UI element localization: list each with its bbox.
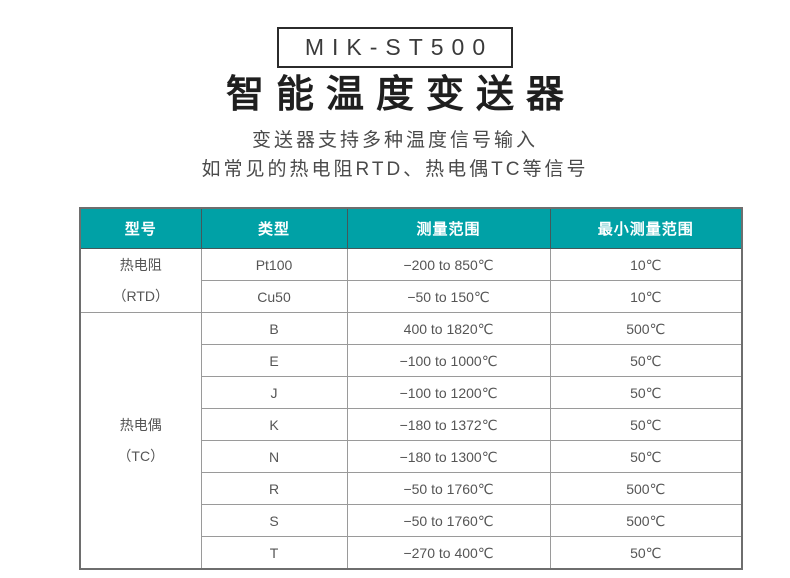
cell-type: J [200, 376, 348, 409]
column-header-model: 型号 [79, 207, 202, 249]
cell-min-range: 50℃ [549, 536, 743, 570]
page-title: 智能温度变送器 [225, 74, 576, 116]
cell-sensor-group-rtd: 热电阻 （RTD） [79, 248, 202, 313]
cell-type: N [200, 440, 348, 473]
cell-range: −180 to 1300℃ [346, 440, 551, 473]
spec-table-header: 型号 类型 测量范围 最小测量范围 [79, 207, 743, 249]
cell-min-range: 500℃ [549, 504, 743, 537]
cell-min-range: 10℃ [549, 248, 743, 281]
cell-range: 400 to 1820℃ [346, 312, 551, 345]
cell-range: −270 to 400℃ [346, 536, 551, 570]
cell-min-range: 500℃ [549, 472, 743, 505]
table-row: 热电偶 （TC） B 400 to 1820℃ 500℃ [79, 312, 743, 570]
column-header-range: 测量范围 [346, 207, 551, 249]
cell-range: −180 to 1372℃ [346, 408, 551, 441]
cell-min-range: 50℃ [549, 440, 743, 473]
cell-type: R [200, 472, 348, 505]
table-row: 热电阻 （RTD） Pt100 −200 to 850℃ 10℃ [79, 248, 743, 313]
table-row: K −180 to 1372℃ 50℃ [80, 408, 743, 441]
header-row: 型号 类型 测量范围 最小测量范围 [79, 207, 743, 249]
cell-range: −50 to 1760℃ [346, 472, 551, 505]
cell-min-range: 50℃ [549, 376, 743, 409]
subtitle-line-1: 变送器支持多种温度信号输入 [251, 130, 538, 151]
cell-type: T [200, 536, 348, 570]
table-row: T −270 to 400℃ 50℃ [80, 536, 743, 570]
cell-type: Pt100 [200, 248, 348, 281]
cell-min-range: 50℃ [549, 408, 743, 441]
product-model-box: MIK-ST500 [276, 27, 514, 68]
group-name-line: 热电阻 [119, 256, 162, 273]
cell-type: K [200, 408, 348, 441]
group-name-line: 热电偶 [119, 416, 162, 433]
subtitle-line-2: 如常见的热电阻RTD、热电偶TC等信号 [201, 159, 589, 180]
cell-range: −100 to 1000℃ [346, 344, 551, 377]
cell-type: B [200, 312, 348, 345]
cell-range: −200 to 850℃ [346, 248, 551, 281]
spec-table: 型号 类型 测量范围 最小测量范围 热电阻 （RTD） Pt100 −200 t… [79, 207, 743, 570]
cell-min-range: 50℃ [549, 344, 743, 377]
cell-type: E [200, 344, 348, 377]
cell-min-range: 500℃ [549, 312, 743, 345]
column-header-min-range: 最小测量范围 [549, 207, 743, 249]
cell-min-range: 10℃ [549, 280, 743, 313]
cell-range: −50 to 150℃ [346, 280, 551, 313]
table-row: E −100 to 1000℃ 50℃ [80, 344, 743, 377]
group-abbr-line: （RTD） [112, 287, 170, 304]
table-row: N −180 to 1300℃ 50℃ [80, 440, 743, 473]
table-row: S −50 to 1760℃ 500℃ [80, 504, 743, 537]
column-header-type: 类型 [200, 207, 348, 249]
table-row: R −50 to 1760℃ 500℃ [80, 472, 743, 505]
table-row: J −100 to 1200℃ 50℃ [80, 376, 743, 409]
cell-sensor-group-tc: 热电偶 （TC） [79, 312, 202, 570]
table-row: Cu50 −50 to 150℃ 10℃ [80, 280, 743, 313]
cell-type: S [200, 504, 348, 537]
page-header: MIK-ST500 智能温度变送器 变送器支持多种温度信号输入 如常见的热电阻R… [0, 0, 790, 184]
page-subtitle: 变送器支持多种温度信号输入 如常见的热电阻RTD、热电偶TC等信号 [0, 126, 790, 184]
cell-type: Cu50 [200, 280, 348, 313]
cell-range: −50 to 1760℃ [346, 504, 551, 537]
spec-table-body: 热电阻 （RTD） Pt100 −200 to 850℃ 10℃ Cu50 −5… [79, 248, 743, 570]
cell-range: −100 to 1200℃ [346, 376, 551, 409]
product-model-label: MIK-ST500 [304, 34, 494, 60]
group-abbr-line: （TC） [117, 447, 165, 464]
